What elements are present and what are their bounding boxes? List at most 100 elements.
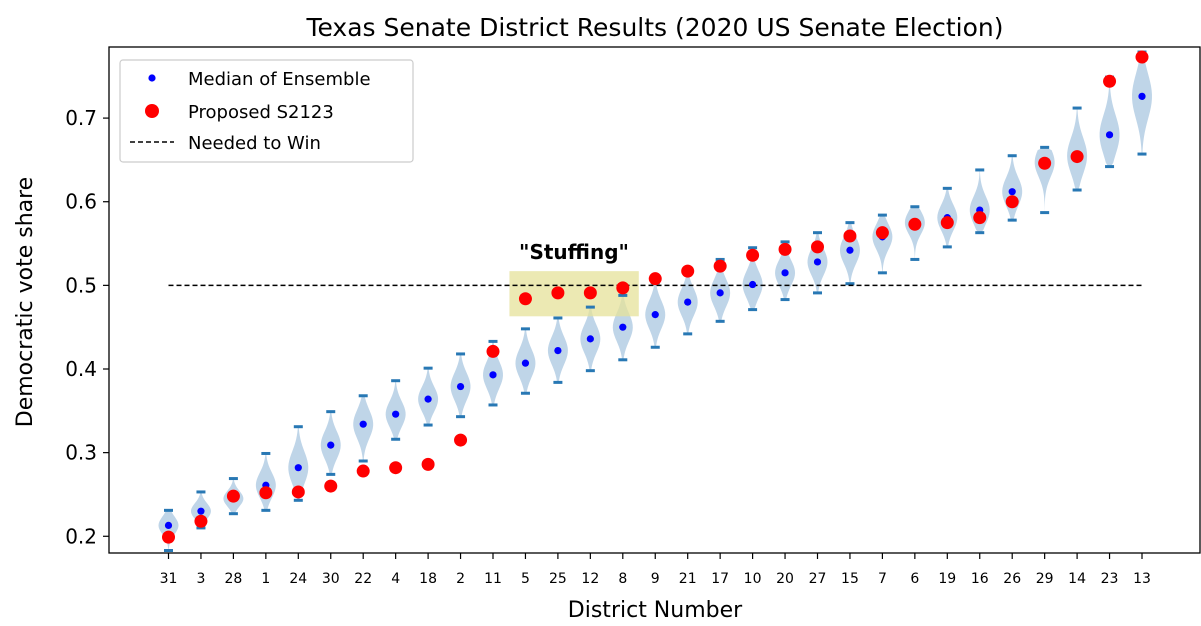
proposed-point <box>324 479 338 493</box>
x-tick-label: 17 <box>711 571 729 587</box>
chart-title: Texas Senate District Results (2020 US S… <box>305 13 1003 42</box>
legend-median-marker <box>148 74 156 82</box>
x-tick-label: 14 <box>1068 571 1086 587</box>
x-tick-label: 4 <box>391 571 400 587</box>
x-tick-label: 11 <box>484 571 502 587</box>
x-tick-label: 21 <box>679 571 697 587</box>
x-tick-label: 3 <box>196 571 205 587</box>
proposed-point <box>1070 150 1084 164</box>
proposed-point <box>194 514 208 528</box>
proposed-point <box>389 461 403 475</box>
extrema-markers <box>164 50 1147 552</box>
proposed-point <box>811 240 824 254</box>
violin-body <box>1067 108 1088 191</box>
proposed-point <box>648 272 662 286</box>
median-point <box>749 280 757 289</box>
proposed-point <box>356 464 370 478</box>
violin-body <box>904 206 925 260</box>
x-tick-label: 20 <box>776 571 794 587</box>
x-tick-label: 31 <box>160 571 178 587</box>
stuffing-highlight-layer <box>509 271 639 317</box>
y-ticks: 0.2 0.3 0.4 0.5 0.6 0.7 <box>65 106 109 548</box>
median-point <box>651 311 659 319</box>
violin-body <box>353 395 374 461</box>
proposed-point <box>681 264 695 278</box>
proposed-point <box>746 248 760 262</box>
violin-body <box>158 510 179 551</box>
violin-body <box>742 247 763 310</box>
violin-body <box>1099 77 1120 167</box>
proposed-point <box>421 457 435 471</box>
legend-proposed-label: Proposed S2123 <box>188 102 334 123</box>
median-point <box>684 298 692 306</box>
violin-body <box>1002 155 1023 221</box>
x-tick-label: 7 <box>878 571 887 587</box>
median-point <box>489 371 497 379</box>
proposed-point <box>616 281 630 295</box>
median-point <box>1008 188 1016 196</box>
y-tick-label: 0.2 <box>65 524 97 548</box>
median-point <box>716 289 724 297</box>
y-tick-label: 0.7 <box>65 106 97 130</box>
proposed-points <box>162 50 1149 544</box>
proposed-point <box>875 226 889 240</box>
x-tick-label: 16 <box>971 571 989 587</box>
legend-win-label: Needed to Win <box>188 133 321 154</box>
proposed-point <box>454 433 468 447</box>
x-tick-label: 30 <box>322 571 340 587</box>
proposed-point <box>778 242 792 256</box>
violin-body <box>872 215 893 273</box>
x-tick-label: 15 <box>841 571 859 587</box>
axes <box>108 46 1201 554</box>
median-point <box>359 420 367 428</box>
y-tick-label: 0.3 <box>65 441 97 465</box>
x-ticks: 31 3 28 1 24 30 22 4 18 2 11 5 25 12 8 9 21 17 10 20 27 15 7 6 1… <box>160 553 1151 587</box>
x-tick-label: 25 <box>549 571 567 587</box>
proposed-point <box>486 344 500 358</box>
proposed-point <box>551 286 565 300</box>
median-point <box>586 335 594 343</box>
median-point <box>846 246 854 254</box>
median-point <box>327 441 335 449</box>
proposed-point <box>518 292 532 306</box>
x-tick-label: 22 <box>354 571 372 587</box>
y-tick-label: 0.6 <box>65 190 97 214</box>
x-tick-label: 18 <box>419 571 437 587</box>
x-tick-label: 24 <box>289 571 307 587</box>
median-point <box>392 410 400 418</box>
x-tick-label: 9 <box>651 571 660 587</box>
x-tick-label: 1 <box>261 571 270 587</box>
median-point <box>197 507 205 515</box>
median-point <box>813 258 822 266</box>
x-axis-label: District Number <box>568 598 743 623</box>
legend-proposed-marker <box>145 104 159 118</box>
median-point <box>164 521 173 530</box>
proposed-point <box>1103 74 1117 88</box>
y-tick-label: 0.4 <box>65 357 97 381</box>
legend: Median of Ensemble Proposed S2123 Needed… <box>119 59 414 163</box>
proposed-point <box>1005 195 1019 209</box>
plot-frame <box>108 46 1201 554</box>
proposed-point <box>1135 50 1149 64</box>
x-tick-label: 12 <box>581 571 599 587</box>
proposed-point <box>226 489 240 503</box>
proposed-point <box>291 485 305 499</box>
stuffing-highlight <box>509 271 639 317</box>
legend-median-label: Median of Ensemble <box>188 69 371 90</box>
proposed-point <box>908 217 922 231</box>
violin-body <box>385 380 406 440</box>
y-axis-label: Democratic vote share <box>13 177 38 427</box>
x-tick-label: 8 <box>618 571 627 587</box>
median-point <box>781 269 789 277</box>
x-tick-label: 10 <box>744 571 762 587</box>
median-point <box>619 323 627 331</box>
proposed-point <box>713 259 727 273</box>
violin-body <box>1132 52 1152 155</box>
median-point <box>1138 92 1146 100</box>
x-tick-label: 19 <box>938 571 956 587</box>
proposed-point <box>583 286 597 300</box>
median-point <box>424 395 432 403</box>
x-tick-label: 13 <box>1133 571 1151 587</box>
proposed-point <box>162 530 175 544</box>
